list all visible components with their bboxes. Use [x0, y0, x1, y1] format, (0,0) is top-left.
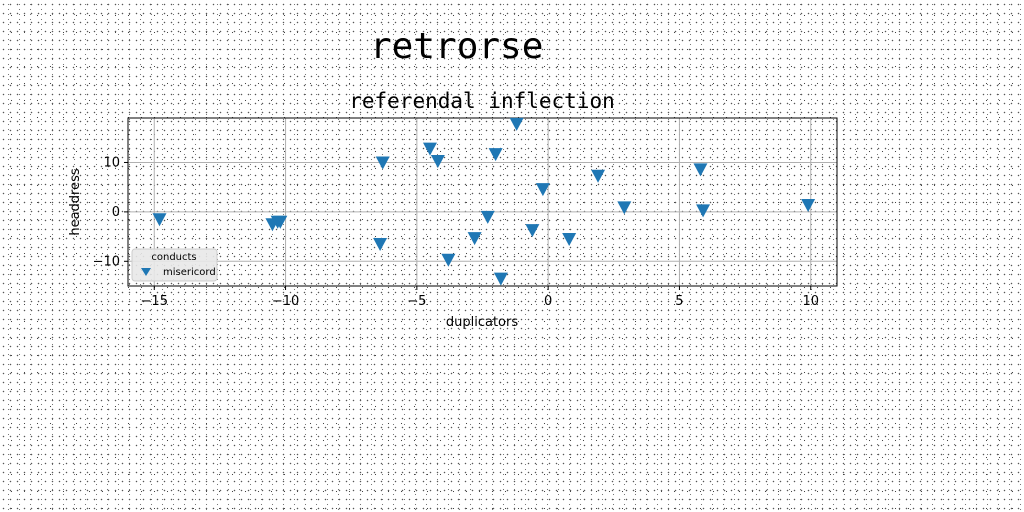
data-point [467, 232, 482, 246]
data-point [693, 163, 708, 177]
y-axis-label: headdress [68, 168, 83, 236]
data-point [562, 233, 577, 247]
data-point [152, 213, 167, 227]
legend: conducts misericord [131, 248, 218, 282]
data-point [509, 117, 524, 131]
data-point [525, 224, 540, 238]
data-point [430, 154, 445, 168]
legend-box [131, 248, 218, 282]
data-point [273, 215, 288, 229]
x-tick-label: 5 [675, 294, 683, 309]
data-point [373, 238, 388, 251]
y-tick-label: −10 [93, 254, 120, 269]
grid [128, 118, 837, 286]
data-point [696, 204, 711, 218]
x-axis-label: duplicators [446, 315, 518, 330]
y-tick-label: 10 [103, 155, 120, 170]
data-point [591, 169, 606, 183]
data-point [535, 183, 550, 197]
x-tick-label: −10 [272, 294, 299, 309]
x-tick-label: −5 [407, 294, 426, 309]
data-point [480, 210, 495, 224]
data-point [801, 198, 816, 212]
plot-area [127, 117, 838, 287]
legend-title: conducts [151, 252, 196, 263]
data-point [441, 253, 456, 267]
axis-ticks: −15 −10 −5 0 5 10 −10 0 10 [93, 155, 819, 309]
y-tick-label: 0 [112, 205, 120, 220]
x-tick-label: −15 [141, 294, 168, 309]
data-point [422, 142, 437, 156]
data-points [152, 117, 816, 286]
legend-marker-icon [141, 268, 151, 276]
x-tick-label: 0 [544, 294, 552, 309]
data-point [488, 148, 503, 162]
data-point [375, 156, 390, 170]
data-point [493, 272, 508, 286]
x-tick-label: 10 [802, 294, 819, 309]
chart-title: referendal inflection [349, 89, 615, 113]
data-point [617, 201, 632, 215]
legend-entry-misericord: misericord [163, 267, 216, 278]
figure-title: retrorse [370, 26, 544, 67]
